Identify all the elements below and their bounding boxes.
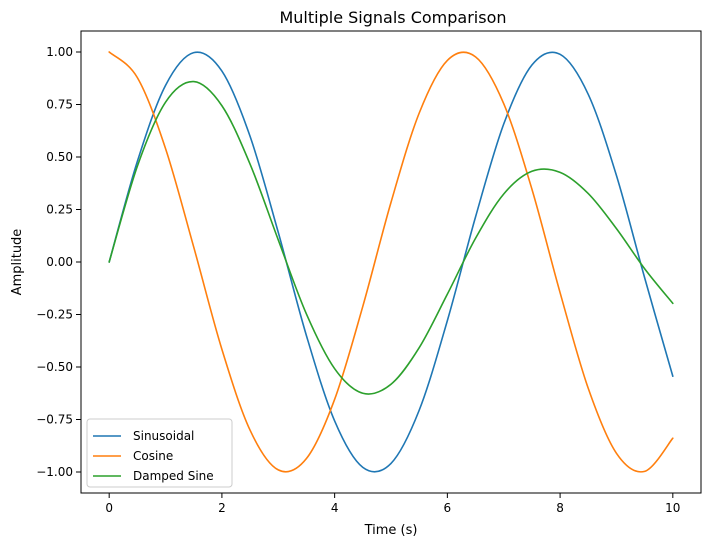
x-tick-label: 4 bbox=[331, 501, 339, 515]
legend-label-sinusoidal: Sinusoidal bbox=[133, 429, 194, 443]
chart-title: Multiple Signals Comparison bbox=[279, 8, 506, 27]
y-tick-label: −0.50 bbox=[36, 360, 73, 374]
x-axis-label: Time (s) bbox=[364, 523, 418, 538]
series-line-damped-sine bbox=[108, 80, 674, 395]
y-tick-label: −0.25 bbox=[36, 308, 73, 322]
y-tick-label: 1.00 bbox=[46, 45, 73, 59]
x-tick-label: 2 bbox=[218, 501, 226, 515]
y-tick-label: 0.50 bbox=[46, 150, 73, 164]
x-tick-label: 0 bbox=[105, 501, 113, 515]
series-line-cosine bbox=[108, 51, 674, 473]
y-tick-label: −0.75 bbox=[36, 413, 73, 427]
legend-label-damped-sine: Damped Sine bbox=[133, 469, 214, 483]
y-tick-label: −1.00 bbox=[36, 465, 73, 479]
legend-box bbox=[86, 418, 233, 488]
x-tick-label: 10 bbox=[665, 501, 680, 515]
legend: Sinusoidal Cosine Damped Sine bbox=[86, 418, 233, 488]
legend-label-cosine: Cosine bbox=[133, 449, 173, 463]
y-tick-label: 0.25 bbox=[46, 203, 73, 217]
y-tick-label: 0.00 bbox=[46, 255, 73, 269]
x-axis-ticks: 0 2 4 6 8 10 bbox=[105, 493, 680, 515]
plot-area: 0 2 4 6 8 10 −1.00 −0.75 −0.50 −0.25 0.00 0.25 0.50… bbox=[36, 30, 702, 515]
series-lines bbox=[108, 51, 674, 473]
x-tick-label: 8 bbox=[556, 501, 564, 515]
series-line-sinusoidal bbox=[108, 51, 674, 473]
y-axis-ticks: −1.00 −0.75 −0.50 −0.25 0.00 0.25 0.50 0.75 1.00 bbox=[36, 45, 81, 479]
y-axis-label: Amplitude bbox=[10, 229, 25, 296]
x-tick-label: 6 bbox=[444, 501, 452, 515]
y-tick-label: 0.75 bbox=[46, 98, 73, 112]
